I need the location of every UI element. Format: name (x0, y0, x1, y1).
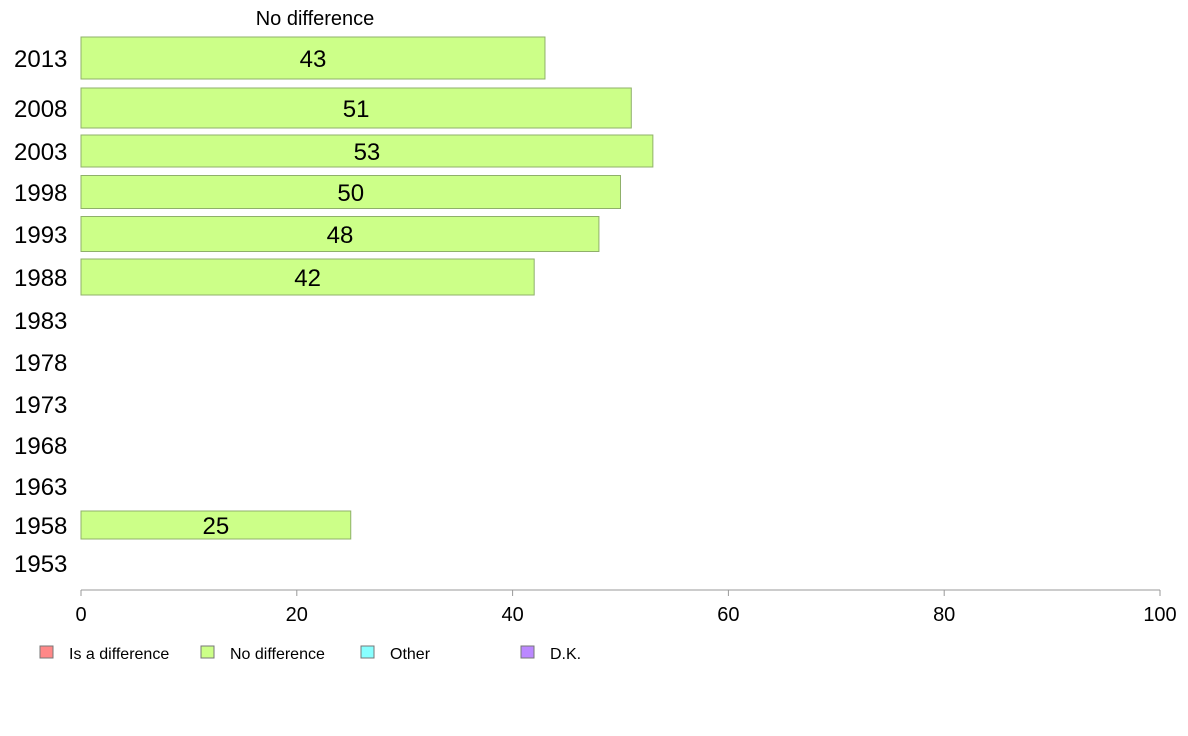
year-label-1963: 1963 (14, 474, 67, 501)
year-labels: 2013 2008 2003 1998 1993 1988 1983 1978 1973 1968… (14, 46, 67, 578)
legend: Is a difference No difference Other D.K. (39, 645, 581, 663)
year-label-1953: 1953 (14, 551, 67, 578)
year-label-1973: 1973 (14, 392, 67, 419)
bar-1993 (80, 216, 600, 252)
x-tick-label-40: 40 (501, 604, 523, 626)
legend-swatch-is-a-difference (39, 645, 54, 659)
bar-value-label-2013: 43 (300, 46, 327, 73)
series-title: No difference (256, 8, 375, 30)
year-label-1958: 1958 (14, 513, 67, 540)
bar-1988 (80, 258, 535, 296)
bar-value-label-1958: 25 (203, 513, 230, 540)
year-label-1968: 1968 (14, 433, 67, 460)
bar-1998 (80, 175, 621, 209)
year-label-1983: 1983 (14, 308, 67, 335)
x-axis: 0 20 40 60 80 100 (75, 589, 1177, 626)
legend-label-other: Other (390, 646, 431, 663)
bar-value-label-1993: 48 (327, 222, 354, 249)
year-label-2008: 2008 (14, 96, 67, 123)
year-label-1998: 1998 (14, 180, 67, 207)
legend-swatch-d-k (520, 645, 535, 659)
bar-value-label-1998: 50 (337, 180, 364, 207)
legend-label-no-difference: No difference (230, 646, 325, 663)
year-label-1993: 1993 (14, 222, 67, 249)
year-label-2003: 2003 (14, 139, 67, 166)
year-label-1988: 1988 (14, 265, 67, 292)
year-label-1978: 1978 (14, 350, 67, 377)
bar-2008 (80, 87, 632, 129)
year-label-2013: 2013 (14, 46, 67, 73)
bar-1958 (80, 510, 352, 540)
bar-value-label-2008: 51 (343, 96, 370, 123)
x-tick-label-100: 100 (1143, 604, 1176, 626)
bar-2013 (80, 36, 546, 80)
legend-label-is-a-difference: Is a difference (69, 646, 169, 663)
bar-value-label-2003: 53 (354, 139, 381, 166)
legend-label-d-k: D.K. (550, 646, 581, 663)
x-tick-label-60: 60 (717, 604, 739, 626)
bar-2003 (80, 134, 654, 168)
legend-swatch-no-difference (200, 645, 215, 659)
bar-value-label-1988: 42 (294, 265, 321, 292)
x-tick-label-80: 80 (933, 604, 955, 626)
legend-swatch-other (360, 645, 375, 659)
x-tick-label-20: 20 (286, 604, 308, 626)
x-tick-label-0: 0 (75, 604, 86, 626)
